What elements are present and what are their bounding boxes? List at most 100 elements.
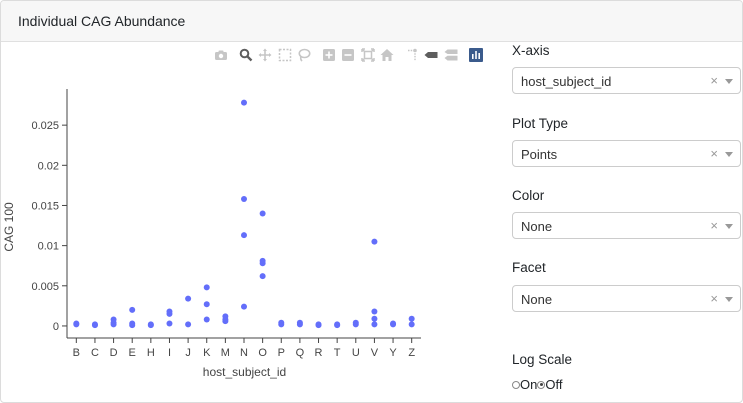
data-point[interactable] xyxy=(222,313,229,320)
data-point[interactable] xyxy=(371,238,378,245)
data-point[interactable] xyxy=(371,308,378,315)
home-icon[interactable] xyxy=(380,48,394,62)
x-tick-label: K xyxy=(203,347,211,359)
x-tick-label: H xyxy=(147,347,155,359)
data-point[interactable] xyxy=(166,320,173,327)
y-axis: 0 0.005 0.01 0.015 0.02 0.025 xyxy=(31,89,68,338)
data-points xyxy=(73,99,415,329)
facet-clear-icon[interactable]: × xyxy=(710,291,718,306)
log-scale-radio-group: On Off xyxy=(512,377,562,392)
data-point[interactable] xyxy=(203,301,210,308)
camera-icon[interactable] xyxy=(214,48,228,62)
data-point[interactable] xyxy=(259,273,266,280)
y-tick-label: 0.025 xyxy=(31,120,59,132)
log-scale-on-label[interactable]: On xyxy=(520,377,538,392)
y-axis-title: CAG 100 xyxy=(2,202,16,252)
zoom-in-icon[interactable] xyxy=(322,48,336,62)
plot-type-clear-icon[interactable]: × xyxy=(710,146,718,161)
x-tick-label: R xyxy=(315,347,323,359)
data-point[interactable] xyxy=(408,315,415,322)
data-point[interactable] xyxy=(241,303,247,310)
y-tick-label: 0.02 xyxy=(38,160,59,172)
zoom-out-icon[interactable] xyxy=(341,48,355,62)
data-point[interactable] xyxy=(352,319,359,326)
lasso-icon[interactable] xyxy=(297,48,311,62)
data-point[interactable] xyxy=(129,320,136,327)
x-tick-label: Q xyxy=(296,347,305,359)
data-point[interactable] xyxy=(91,321,98,328)
x-axis-title: host_subject_id xyxy=(203,365,286,379)
x-tick-label: J xyxy=(185,347,191,359)
data-point[interactable] xyxy=(371,315,378,322)
data-point[interactable] xyxy=(73,320,80,327)
autoscale-icon[interactable] xyxy=(361,48,375,62)
log-scale-on-radio[interactable] xyxy=(512,380,520,389)
data-point[interactable] xyxy=(129,306,136,313)
card-header: Individual CAG Abundance xyxy=(1,1,742,42)
data-point[interactable] xyxy=(296,319,303,326)
plot-type-label: Plot Type xyxy=(512,116,569,131)
data-point[interactable] xyxy=(203,316,210,323)
xaxis-clear-icon[interactable]: × xyxy=(710,73,718,88)
plotly-logo-icon[interactable] xyxy=(469,48,483,62)
color-label: Color xyxy=(512,188,545,203)
data-point[interactable] xyxy=(278,319,285,326)
x-tick-label: N xyxy=(240,347,248,359)
data-point[interactable] xyxy=(315,321,322,328)
x-tick-label: P xyxy=(278,347,285,359)
x-tick-label: O xyxy=(258,347,267,359)
log-scale-off-label[interactable]: Off xyxy=(545,377,563,392)
hover-closest-icon[interactable] xyxy=(424,48,438,62)
y-tick-label: 0 xyxy=(53,321,59,333)
xaxis-select-value: host_subject_id xyxy=(521,74,612,89)
data-point[interactable] xyxy=(371,321,378,328)
cag-abundance-scatter-plot[interactable]: CAG 100 host_subject_id 00.0050.010.0150… xyxy=(0,41,500,401)
y-tick-label: 0.01 xyxy=(38,241,59,253)
hover-compare-icon[interactable] xyxy=(444,48,458,62)
data-point[interactable] xyxy=(408,321,415,328)
x-tick-label: E xyxy=(129,347,136,359)
xaxis-chevron-down-icon[interactable] xyxy=(725,79,733,84)
facet-label: Facet xyxy=(512,260,546,275)
zoom-icon[interactable] xyxy=(239,48,253,62)
color-select[interactable]: None × xyxy=(512,212,741,239)
box-select-icon[interactable] xyxy=(278,48,292,62)
facet-chevron-down-icon[interactable] xyxy=(725,297,733,302)
data-point[interactable] xyxy=(147,321,154,328)
x-tick-label: V xyxy=(371,347,379,359)
color-chevron-down-icon[interactable] xyxy=(725,224,733,229)
color-select-value: None xyxy=(521,219,553,234)
plot-type-chevron-down-icon[interactable] xyxy=(725,152,733,157)
data-point[interactable] xyxy=(259,210,266,217)
data-point[interactable] xyxy=(241,196,247,203)
x-tick-label: I xyxy=(168,347,171,359)
data-point[interactable] xyxy=(166,308,173,315)
x-tick-label: Y xyxy=(389,347,397,359)
log-scale-label: Log Scale xyxy=(512,352,573,367)
x-tick-label: C xyxy=(91,347,99,359)
data-point[interactable] xyxy=(185,321,192,328)
facet-select[interactable]: None × xyxy=(512,285,741,312)
pan-icon[interactable] xyxy=(258,48,272,62)
data-point[interactable] xyxy=(334,321,341,328)
data-point[interactable] xyxy=(241,99,247,106)
y-tick-label: 0.015 xyxy=(31,200,59,212)
plot-type-select[interactable]: Points × xyxy=(512,140,741,167)
x-tick-label: M xyxy=(221,347,230,359)
x-tick-label: D xyxy=(110,347,118,359)
card-title: Individual CAG Abundance xyxy=(18,13,186,29)
data-point[interactable] xyxy=(185,295,192,302)
data-point[interactable] xyxy=(241,232,247,239)
x-tick-label: T xyxy=(334,347,341,359)
data-point[interactable] xyxy=(259,257,266,264)
color-clear-icon[interactable]: × xyxy=(710,218,718,233)
controls-panel: X-axis host_subject_id × Plot Type Point… xyxy=(512,41,743,401)
log-scale-off-radio[interactable] xyxy=(537,380,546,389)
data-point[interactable] xyxy=(390,320,397,327)
plot-type-select-value: Points xyxy=(521,147,558,162)
spike-lines-icon[interactable] xyxy=(405,48,419,62)
xaxis-select[interactable]: host_subject_id × xyxy=(512,67,741,94)
data-point[interactable] xyxy=(203,284,210,291)
data-point[interactable] xyxy=(110,316,117,323)
